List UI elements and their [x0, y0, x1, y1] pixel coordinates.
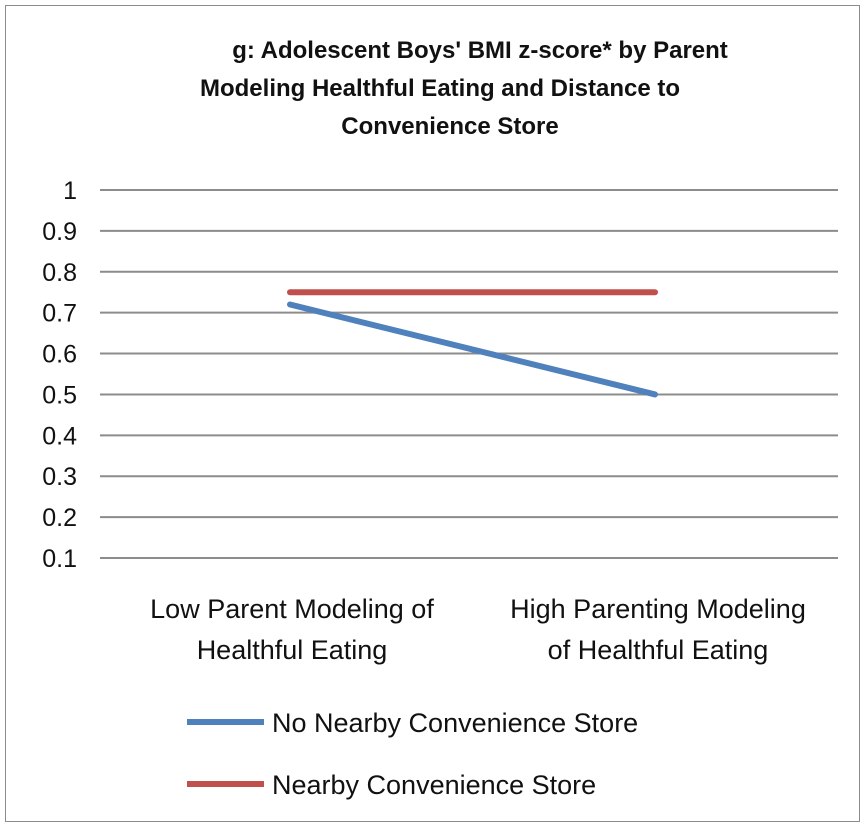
y-tick-label: 0.5	[42, 381, 77, 409]
legend-entry-label: No Nearby Convenience Store	[272, 708, 638, 738]
x-category-label: Low Parent Modeling of	[150, 594, 434, 624]
y-axis-tick-labels: 1 0.9 0.8 0.7 0.6 0.5 0.4 0.3 0.2 0.1	[42, 177, 77, 573]
legend-entry-label: Nearby Convenience Store	[272, 770, 596, 800]
chart-title-line-2: Modeling Healthful Eating and Distance t…	[199, 75, 681, 102]
chart-title-line-1: g: Adolescent Boys' BMI z-score* by Pare…	[232, 37, 728, 64]
gridlines	[100, 189, 838, 559]
y-tick-label: 0.1	[42, 545, 77, 573]
y-tick-label: 0.7	[42, 300, 77, 328]
legend: No Nearby Convenience Store Nearby Conven…	[187, 708, 638, 800]
chart-title: g: Adolescent Boys' BMI z-score* by Pare…	[100, 32, 800, 146]
x-axis-category-labels: Low Parent Modeling of Healthful Eating Hi…	[150, 594, 806, 665]
y-tick-label: 0.6	[42, 341, 77, 369]
x-category-label: Healthful Eating	[197, 635, 388, 665]
y-tick-label: 0.3	[42, 463, 77, 491]
x-category-label: High Parenting Modeling	[510, 594, 806, 624]
chart-frame	[5, 5, 860, 822]
y-tick-label: 0.4	[42, 422, 77, 450]
series-line-1	[287, 301, 658, 398]
series-lines	[287, 289, 658, 398]
y-tick-label: 0.9	[42, 218, 77, 246]
chart-title-line-3: Convenience Store	[341, 113, 559, 140]
y-tick-label: 0.2	[42, 504, 77, 532]
y-tick-label: 0.8	[42, 259, 77, 287]
y-tick-label: 1	[63, 177, 77, 205]
x-category-label: of Healthful Eating	[548, 635, 769, 665]
